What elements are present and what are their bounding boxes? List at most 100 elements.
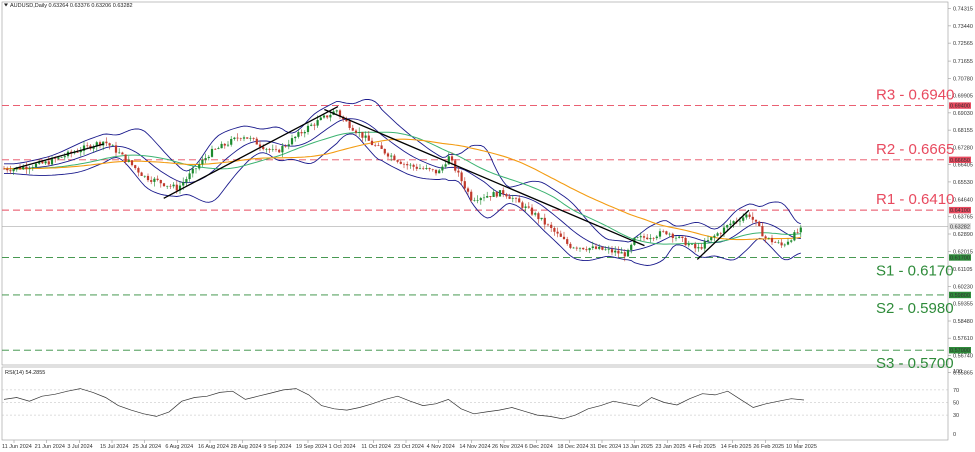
price-tick-label: 0.68155 xyxy=(953,128,973,134)
candle-body xyxy=(559,233,562,237)
candle-body xyxy=(748,214,751,217)
date-tick-label: 19 Sep 2024 xyxy=(296,444,327,450)
candle-body xyxy=(358,132,361,133)
candle-body xyxy=(729,223,732,226)
rsi-tick-label: 100 xyxy=(953,369,962,375)
support-3-label: S3 - 0.5700 xyxy=(876,355,954,372)
candle-body xyxy=(742,217,745,221)
candle-body xyxy=(508,196,511,199)
candle-body xyxy=(306,125,310,133)
date-tick-label: 23 Jan 2025 xyxy=(655,444,685,450)
bollinger-upper-band xyxy=(4,98,801,243)
candle-body xyxy=(22,166,25,170)
resistance-3-label: R3 - 0.6940 xyxy=(876,87,954,104)
candle-body xyxy=(246,137,249,139)
candle-body xyxy=(738,220,742,222)
candle-body xyxy=(162,183,166,187)
date-tick-label: 3 Jul 2024 xyxy=(67,444,92,450)
candle-body xyxy=(598,246,601,249)
support-1-price-tag xyxy=(949,254,971,261)
candle-body xyxy=(159,179,162,184)
candle-body xyxy=(329,114,332,118)
price-tick-label: 0.70780 xyxy=(953,76,973,82)
candle-body xyxy=(390,155,393,157)
candle-body xyxy=(230,138,233,145)
candle-body xyxy=(204,158,207,160)
date-tick-label: 1 Oct 2024 xyxy=(329,444,356,450)
candle-body xyxy=(194,168,198,170)
price-tick-label: 0.62015 xyxy=(953,249,973,255)
candle-body xyxy=(367,135,370,141)
candle-body xyxy=(623,252,626,257)
candle-body xyxy=(434,169,438,174)
date-tick-label: 21 Jun 2024 xyxy=(35,444,65,450)
candle-body xyxy=(799,227,802,233)
candle-body xyxy=(774,242,777,243)
price-tick-label: 0.59355 xyxy=(953,302,973,308)
candle-body xyxy=(383,148,386,154)
candle-body xyxy=(268,148,271,150)
candle-body xyxy=(41,161,44,164)
candle-body xyxy=(620,252,623,254)
candle-body xyxy=(297,132,300,137)
candle-body xyxy=(418,168,422,169)
candle-body xyxy=(134,165,137,169)
candle-body xyxy=(457,170,460,173)
candle-body xyxy=(38,161,41,164)
candle-body xyxy=(793,232,796,241)
candle-body xyxy=(63,156,66,158)
price-tick-label: 0.57610 xyxy=(953,336,973,342)
candle-body xyxy=(255,138,258,145)
candle-body xyxy=(300,132,303,134)
candle-body xyxy=(492,192,495,198)
candle-body xyxy=(546,224,550,226)
price-tick-label: 0.73440 xyxy=(953,24,973,30)
candle-body xyxy=(380,145,383,149)
candle-body xyxy=(124,154,127,162)
candle-body xyxy=(402,163,406,165)
candle-body xyxy=(783,244,786,246)
candle-body xyxy=(582,247,585,250)
candle-body xyxy=(658,231,662,237)
candle-body xyxy=(18,167,22,170)
price-tick-label: 0.69030 xyxy=(953,111,973,117)
candle-body xyxy=(9,170,12,172)
candle-body xyxy=(156,178,159,180)
price-tick-label: 0.60230 xyxy=(953,284,973,290)
candle-body xyxy=(473,200,476,201)
current-price-tag xyxy=(949,223,971,230)
candle-body xyxy=(697,247,700,249)
candle-body xyxy=(482,197,486,199)
candle-body xyxy=(262,146,265,150)
rsi-tick-label: 70 xyxy=(953,388,959,394)
candle-body xyxy=(722,227,726,234)
candle-body xyxy=(281,146,284,153)
candle-body xyxy=(594,246,598,249)
candle-body xyxy=(498,190,502,197)
candle-body xyxy=(601,246,604,250)
support-3-price-tag xyxy=(949,347,971,354)
rsi-header: RSI(14) 54.2855 xyxy=(5,370,45,376)
symbol-dropdown-icon xyxy=(4,3,8,7)
candle-body xyxy=(127,160,130,162)
candle-body xyxy=(239,138,242,140)
rsi-tick-label: 0 xyxy=(953,432,956,438)
candle-body xyxy=(201,159,204,165)
candle-body xyxy=(540,217,543,220)
date-tick-label: 15 Jul 2024 xyxy=(100,444,128,450)
candle-body xyxy=(114,145,118,153)
candle-body xyxy=(226,144,230,146)
candle-body xyxy=(486,196,489,198)
candle-body xyxy=(348,121,351,128)
date-tick-label: 25 Jul 2024 xyxy=(133,444,161,450)
candle-body xyxy=(412,164,415,167)
date-tick-label: 31 Dec 2024 xyxy=(590,444,621,450)
support-1-price-tag-text: 0.61700 xyxy=(950,255,970,261)
bollinger-middle-band xyxy=(4,118,801,252)
candle-body xyxy=(694,243,697,249)
candle-body xyxy=(76,152,79,153)
candle-body xyxy=(60,157,63,158)
moving-average-mid xyxy=(4,131,801,245)
price-tick-label: 0.62890 xyxy=(953,232,973,238)
candle-body xyxy=(303,132,306,134)
